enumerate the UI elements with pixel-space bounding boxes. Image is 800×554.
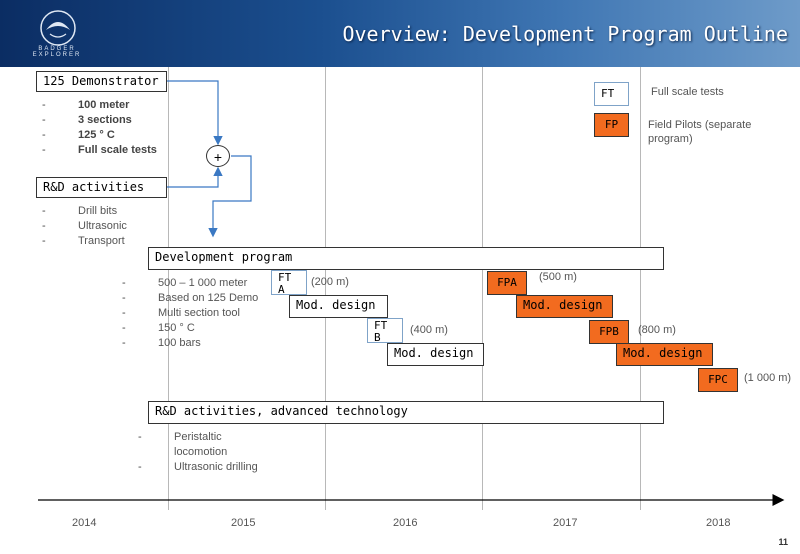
- year-divider: [640, 67, 641, 510]
- header-banner: BADGER EXPLORER Overview: Development Pr…: [0, 0, 800, 67]
- ft-a-distance: (200 m): [311, 276, 349, 288]
- fpa-box: FPA: [487, 271, 527, 295]
- fpb-box: FPB: [589, 320, 629, 344]
- year-label: 2014: [72, 517, 97, 529]
- fpb-distance: (800 m): [638, 324, 676, 336]
- development-program-list: -500 – 1 000 meter - Based on 125 Demo -M…: [122, 276, 272, 351]
- list-item: - Ultrasonic: [42, 220, 127, 232]
- year-divider: [325, 67, 326, 510]
- merge-plus-icon: +: [206, 145, 230, 167]
- list-item: - Peristaltic: [138, 431, 222, 443]
- mod-design-box: Mod. design: [516, 295, 613, 318]
- list-item: -150 ° C: [122, 322, 195, 334]
- fpc-box: FPC: [698, 368, 738, 392]
- list-item: - Drill bits: [42, 205, 118, 217]
- advanced-technology-box: R&D activities, advanced technology: [148, 401, 664, 424]
- fpc-distance: (1 000 m): [744, 372, 792, 384]
- list-item: - Based on 125 Demo: [122, 292, 259, 304]
- page-title: Overview: Development Program Outline: [342, 22, 788, 46]
- year-label: 2018: [706, 517, 731, 529]
- list-item: - Full scale tests: [42, 144, 157, 156]
- logo-text: BADGER EXPLORER: [32, 46, 82, 58]
- mod-design-box: Mod. design: [387, 343, 484, 366]
- list-item: -100 bars: [122, 337, 201, 349]
- legend-ft-text: Full scale tests: [651, 86, 724, 98]
- list-item: -100 meter: [42, 99, 130, 111]
- list-item: -500 – 1 000 meter: [122, 277, 248, 289]
- page-number: 11: [778, 537, 788, 547]
- list-item: -125 ° C: [42, 129, 115, 141]
- ft-b-box: FT B: [367, 318, 403, 344]
- list-item: locomotion: [174, 446, 228, 458]
- ft-b-distance: (400 m): [410, 324, 448, 336]
- legend-ft-box: FT: [594, 82, 629, 106]
- mod-design-box: Mod. design: [616, 343, 713, 366]
- demonstrator-box: 125 Demonstrator: [36, 71, 167, 92]
- rd-activities-box: R&D activities: [36, 177, 167, 198]
- list-item: - Transport: [42, 235, 125, 247]
- badger-logo: [40, 10, 76, 46]
- year-label: 2016: [393, 517, 418, 529]
- list-item: - Multi section tool: [122, 307, 240, 319]
- legend-fp-box: FP: [594, 113, 629, 137]
- year-divider: [168, 67, 169, 510]
- fpa-distance: (500 m): [539, 271, 577, 283]
- development-program-box: Development program: [148, 247, 664, 270]
- demonstrator-list: -100 meter -3 sections -125 ° C - Full sc…: [42, 98, 172, 158]
- ft-a-box: FT A: [271, 270, 307, 296]
- year-label: 2017: [553, 517, 578, 529]
- legend-fp-text: Field Pilots (separate program): [648, 119, 752, 145]
- advanced-technology-list: - Peristaltic locomotion - Ultrasonic dril…: [138, 430, 288, 475]
- rd-activities-list: - Drill bits - Ultrasonic - Transport: [42, 204, 172, 249]
- mod-design-box: Mod. design: [289, 295, 388, 318]
- list-item: - Ultrasonic drilling: [138, 461, 258, 473]
- year-label: 2015: [231, 517, 256, 529]
- list-item: -3 sections: [42, 114, 132, 126]
- year-divider: [482, 67, 483, 510]
